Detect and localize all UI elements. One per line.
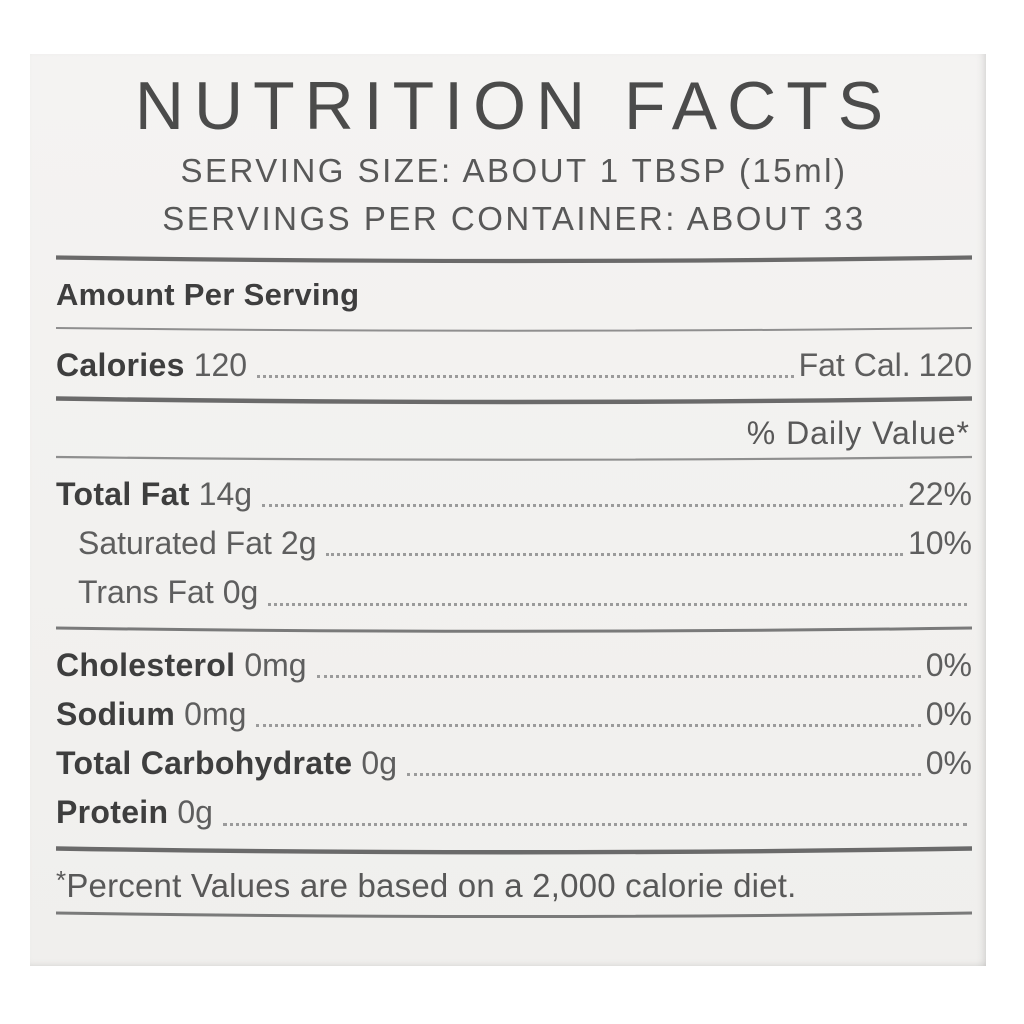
nutrient-label: Trans Fat <box>78 574 214 611</box>
calories-label: Calories <box>56 346 185 383</box>
nutrient-row-protein: Protein 0g <box>56 791 972 833</box>
nutrient-amount: 0g <box>361 745 397 782</box>
nutrient-dv: 10% <box>907 525 972 562</box>
fat-calories-label: Fat Cal. <box>798 346 911 383</box>
dotted-leader <box>256 724 921 728</box>
nutrient-row-trans-fat: Trans Fat 0g <box>56 571 972 613</box>
dotted-leader <box>222 822 967 826</box>
divider-medium-footer <box>56 910 972 922</box>
nutrient-row-sodium: Sodium 0mg 0% <box>56 693 972 735</box>
divider-thick-bottom <box>56 845 972 857</box>
divider-thick-calories <box>56 395 972 407</box>
divider-thin-1 <box>56 325 972 337</box>
nutrient-label: Protein <box>56 794 169 831</box>
nutrient-label: Sodium <box>56 695 176 732</box>
dotted-leader <box>316 674 921 678</box>
serving-size-line: SERVING SIZE: ABOUT 1 TBSP (15ml) <box>180 152 848 190</box>
nutrient-dv: 22% <box>907 475 972 512</box>
footnote: *Percent Values are based on a 2,000 cal… <box>56 865 972 905</box>
amount-per-serving-heading: Amount Per Serving <box>56 276 360 312</box>
dotted-leader <box>257 374 794 378</box>
nutrient-dv: 0% <box>925 695 972 732</box>
dotted-leader <box>262 504 903 508</box>
calories-value: 120 <box>193 346 248 383</box>
nutrient-row-cholesterol: Cholesterol 0mg 0% <box>56 644 972 686</box>
nutrient-amount: 0g <box>222 574 259 611</box>
divider-thick-top <box>56 254 972 266</box>
footnote-asterisk: * <box>56 864 67 895</box>
nutrient-label: Cholesterol <box>56 646 236 683</box>
nutrient-row-total-fat: Total Fat 14g 22% <box>56 473 972 515</box>
dotted-leader <box>326 553 903 557</box>
nutrient-label: Saturated Fat <box>78 525 272 562</box>
nutrition-label-panel: NUTRITION FACTS SERVING SIZE: ABOUT 1 TB… <box>30 54 986 966</box>
fat-calories-value: 120 <box>918 346 972 383</box>
calories-row: Calories 120 Fat Cal. 120 <box>56 344 972 386</box>
nutrient-amount: 2g <box>280 525 317 562</box>
daily-value-header: % Daily Value* <box>746 414 970 451</box>
nutrient-dv: 0% <box>925 745 972 782</box>
dotted-leader <box>407 773 921 777</box>
footnote-text: Percent Values are based on a 2,000 calo… <box>66 866 797 904</box>
nutrient-label: Total Carbohydrate <box>56 745 353 782</box>
nutrient-amount: 14g <box>198 475 253 512</box>
divider-medium-fats <box>56 625 972 637</box>
divider-thin-2 <box>56 454 972 466</box>
nutrient-amount: 0mg <box>244 646 307 683</box>
nutrient-amount: 0mg <box>184 695 247 732</box>
nutrition-facts-title: NUTRITION FACTS <box>134 68 894 144</box>
servings-per-container-line: SERVINGS PER CONTAINER: ABOUT 33 <box>162 200 866 238</box>
nutrient-row-saturated-fat: Saturated Fat 2g 10% <box>56 522 972 564</box>
nutrient-row-total-carbohydrate: Total Carbohydrate 0g 0% <box>56 742 972 784</box>
dotted-leader <box>268 602 967 606</box>
nutrient-dv: 0% <box>925 646 972 683</box>
nutrient-label: Total Fat <box>56 475 190 512</box>
nutrient-amount: 0g <box>177 794 213 831</box>
